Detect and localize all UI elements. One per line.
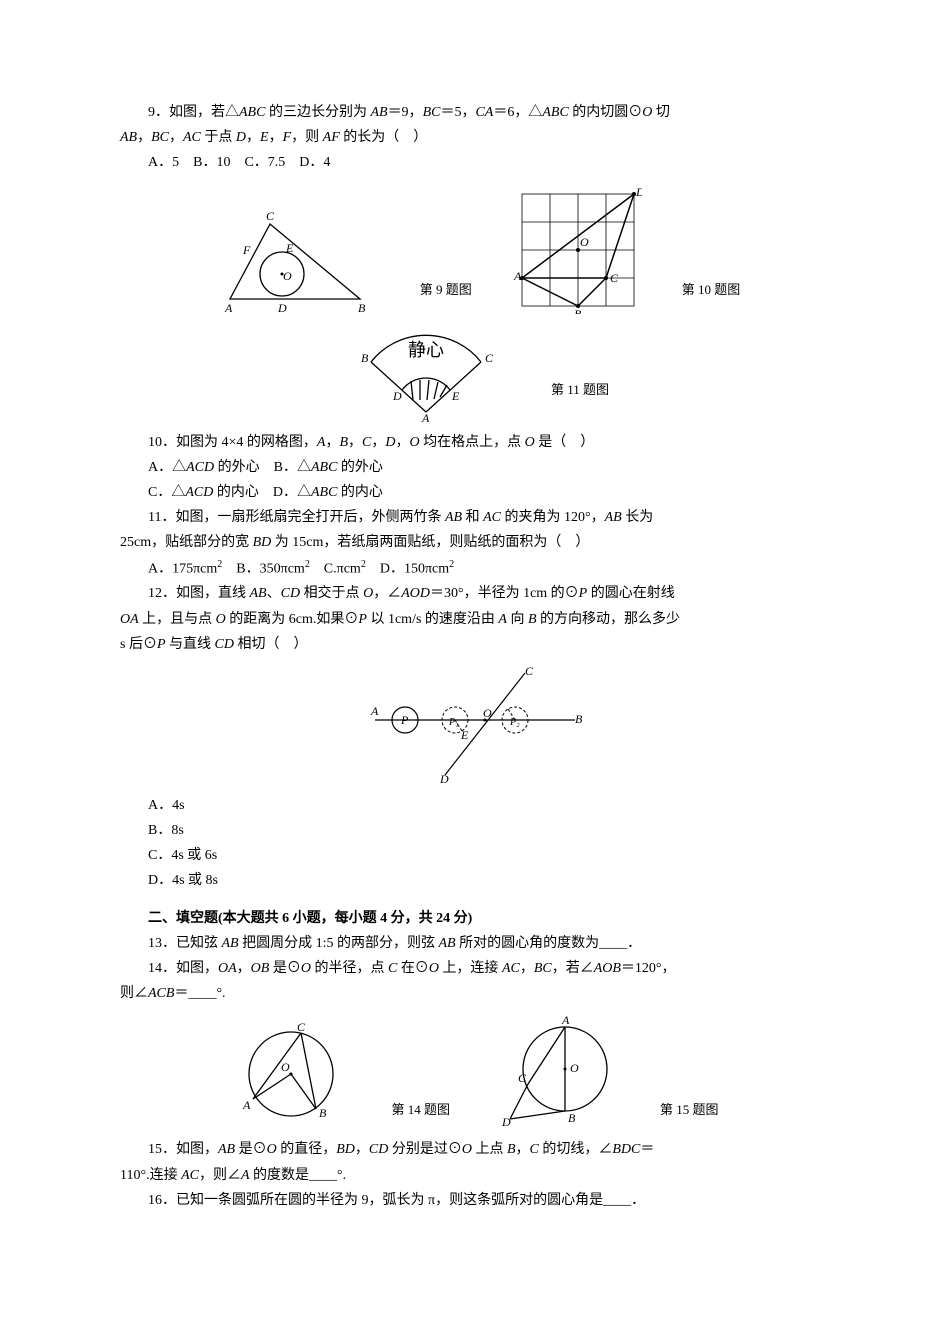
fig10-svg: A B C D O [512,184,642,314]
q9-line2: AB，BC，AC 于点 D，E，F，则 AF 的长为（ ） [120,125,830,150]
fig11-caption: 第 11 题图 [551,378,609,401]
svg-text:O: O [580,235,589,249]
svg-text:D: D [392,389,402,403]
q15-line2: 110°.连接 AC，则∠A 的度数是____°. [120,1163,830,1188]
svg-text:E: E [460,728,469,742]
section2-title: 二、填空题(本大题共 6 小题，每小题 4 分，共 24 分) [120,906,830,931]
fig10-block: A B C D O [512,184,642,314]
q11-line2: 25cm，贴纸部分的宽 BD 为 15cm，若纸扇两面贴纸，则贴纸的面积为（ ） [120,530,830,555]
svg-text:O: O [483,706,492,720]
svg-text:E: E [285,241,294,255]
fig15-caption: 第 15 题图 [660,1098,719,1121]
q12-optB: B．8s [120,818,830,843]
figure-row-14-15: A B C O 第 14 题图 A B C D O [120,1014,830,1129]
q11-line1: 11．如图，一扇形纸扇完全打开后，外侧两竹条 AB 和 AC 的夹角为 120°… [120,505,830,530]
svg-text:C: C [518,1071,527,1085]
q15-line1: 15．如图，AB 是⊙O 的直径，BD，CD 分别是过⊙O 上点 B，C 的切线… [120,1137,830,1162]
svg-text:O: O [281,1060,290,1074]
svg-text:C: C [485,351,494,365]
fig11-svg: A B C D E 静心 [341,322,511,422]
fig12-svg: A B C D P O E P₁ P₂ [365,665,585,785]
fig14-block: A B C O [231,1019,351,1129]
svg-text:A: A [421,411,430,422]
svg-text:E: E [451,389,460,403]
svg-text:A: A [242,1098,251,1112]
svg-text:D: D [277,301,287,314]
q13: 13．已知弦 AB 把圆周分成 1:5 的两部分，则弦 AB 所对的圆心角的度数… [120,931,830,956]
svg-text:D: D [439,772,449,785]
fig10-caption: 第 10 题图 [682,278,741,301]
figure-row-12: A B C D P O E P₁ P₂ [120,665,830,785]
q9-opts: A．5 B．10 C．7.5 D．4 [120,150,830,175]
fig9-block: A B C D F E O [210,204,380,314]
fig14-caption: 第 14 题图 [391,1098,450,1121]
svg-text:B: B [568,1111,576,1125]
q14-line2: 则∠ACB＝____°. [120,981,830,1006]
svg-text:静心: 静心 [408,340,444,360]
q14-line1: 14．如图，OA，OB 是⊙O 的半径，点 C 在⊙O 上，连接 AC，BC，若… [120,956,830,981]
q16: 16．已知一条圆弧所在圆的半径为 9，弧长为 π，则这条弧所对的圆心角是____… [120,1188,830,1213]
svg-text:O: O [283,269,292,283]
q11-opts: A．175πcm2 B．350πcm2 C.πcm2 D．150πcm2 [120,556,830,582]
fig14-svg: A B C O [231,1019,351,1129]
fig11-block: A B C D E 静心 [341,322,511,422]
q10-optAB: A．△ACD 的外心 B．△ABC 的外心 [120,455,830,480]
q12-line3: s 后⊙P 与直线 CD 相切（ ） [120,632,830,657]
svg-text:A: A [561,1014,570,1027]
q10-optCD: C．△ACD 的内心 D．△ABC 的内心 [120,480,830,505]
svg-text:O: O [570,1061,579,1075]
svg-text:B: B [358,301,366,314]
svg-text:P₁: P₁ [448,717,459,728]
figure-row-11: A B C D E 静心 第 11 题图 [120,322,830,422]
svg-text:B: B [319,1106,327,1120]
fig9-caption: 第 9 题图 [420,278,472,301]
fig15-svg: A B C D O [490,1014,620,1129]
svg-text:P: P [400,713,409,727]
svg-text:C: C [297,1020,306,1034]
q12-line1: 12．如图，直线 AB、CD 相交于点 O，∠AOD＝30°，半径为 1cm 的… [120,581,830,606]
svg-text:B: B [574,307,582,314]
svg-text:A: A [370,704,379,718]
svg-text:D: D [501,1115,511,1129]
q12-optC: C．4s 或 6s [120,843,830,868]
svg-text:C: C [525,665,534,678]
svg-text:C: C [610,271,619,285]
svg-text:C: C [266,209,275,223]
q12-line2: OA 上，且与点 O 的距离为 6cm.如果⊙P 以 1cm/s 的速度沿由 A… [120,607,830,632]
q12-optA: A．4s [120,793,830,818]
svg-text:A: A [513,269,522,283]
svg-text:F: F [242,243,251,257]
fig15-block: A B C D O [490,1014,620,1129]
figure-row-9-10: A B C D F E O 第 9 题图 [120,184,830,314]
fig9-svg: A B C D F E O [210,204,380,314]
q9-line1: 9．如图，若△ABC 的三边长分别为 AB＝9，BC＝5，CA＝6，△ABC 的… [120,100,830,125]
svg-text:B: B [361,351,369,365]
q12-optD: D．4s 或 8s [120,868,830,893]
q10-line1: 10．如图为 4×4 的网格图，A，B，C，D，O 均在格点上，点 O 是（ ） [120,430,830,455]
svg-text:D: D [635,185,642,199]
svg-text:P₂: P₂ [509,717,520,728]
svg-text:B: B [575,712,583,726]
svg-text:A: A [224,301,233,314]
